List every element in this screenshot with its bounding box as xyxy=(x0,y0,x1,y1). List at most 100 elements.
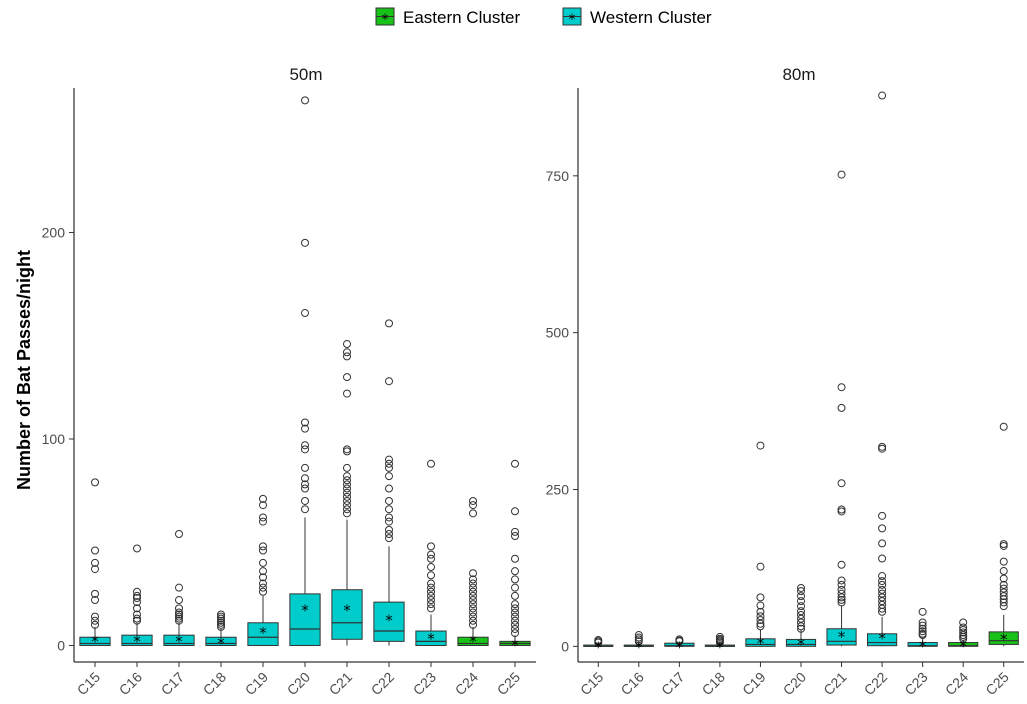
outlier-point xyxy=(91,612,99,621)
outlier-point xyxy=(756,441,765,450)
outlier-point xyxy=(91,558,99,567)
x-tick-label: C20 xyxy=(780,669,810,699)
outlier-point xyxy=(878,91,887,100)
outlier-point xyxy=(756,619,765,628)
outlier-point xyxy=(837,585,846,594)
box-body xyxy=(205,636,237,646)
outlier-point xyxy=(756,615,765,624)
outlier-point xyxy=(427,579,435,588)
x-tick-label: C18 xyxy=(699,669,729,699)
outlier-point xyxy=(343,348,351,357)
outlier-point xyxy=(427,563,435,572)
outlier-point xyxy=(175,616,183,625)
outlier-point xyxy=(511,459,519,468)
x-tick-label: C23 xyxy=(410,669,440,699)
panel-title-80m: 80m xyxy=(782,65,815,84)
outlier-point xyxy=(301,424,309,433)
legend-label-eastern: Eastern Cluster xyxy=(403,8,520,27)
outlier-point xyxy=(634,637,643,646)
outlier-point xyxy=(999,580,1008,589)
legend-label-western: Western Cluster xyxy=(590,8,712,27)
outlier-point xyxy=(511,507,519,516)
outlier-point xyxy=(999,602,1008,611)
box-C19: * xyxy=(247,494,279,646)
outlier-point xyxy=(878,585,887,594)
outlier-point xyxy=(511,629,519,638)
outlier-point xyxy=(999,557,1008,566)
outlier-point xyxy=(594,638,603,647)
outlier-point xyxy=(918,618,927,627)
mean-marker: * xyxy=(919,637,927,655)
legend-key-eastern-star: * xyxy=(382,12,389,28)
outlier-point xyxy=(878,589,887,598)
outlier-point xyxy=(797,624,805,633)
outlier-point xyxy=(469,612,477,621)
outlier-point xyxy=(878,511,887,520)
outlier-point xyxy=(427,600,435,609)
outlier-point xyxy=(878,607,887,616)
box-C25: * xyxy=(988,422,1019,649)
outlier-point xyxy=(175,610,183,619)
outlier-point xyxy=(511,554,519,563)
outlier-point xyxy=(175,608,183,617)
outlier-point xyxy=(301,484,309,493)
outlier-point xyxy=(469,496,477,505)
outlier-point xyxy=(837,589,846,598)
box-body xyxy=(247,622,279,646)
outlier-point xyxy=(999,567,1008,576)
x-tick-label: C15 xyxy=(577,669,607,699)
box-C17: * xyxy=(664,635,695,657)
outlier-point xyxy=(385,525,393,534)
outlier-point xyxy=(999,598,1008,607)
outlier-point xyxy=(343,484,351,493)
outlier-point xyxy=(259,494,267,503)
outlier-point xyxy=(217,612,225,621)
box-C25: * xyxy=(499,459,531,654)
legend-key-western-star: * xyxy=(569,12,576,28)
outlier-point xyxy=(301,418,309,427)
panel-80m: 0 250 500 750 C15 C16 C17 C18 C19 C20 C21 C22 C23 C24… xyxy=(546,88,1024,698)
outlier-point xyxy=(756,562,765,571)
outlier-point xyxy=(217,614,225,623)
x-tick-label: C25 xyxy=(982,669,1012,699)
box-body xyxy=(121,634,153,646)
outlier-point xyxy=(385,505,393,514)
outlier-point xyxy=(343,463,351,472)
outlier-point xyxy=(918,621,927,630)
box-body xyxy=(331,589,363,640)
outlier-point xyxy=(959,618,968,627)
mean-marker: * xyxy=(757,634,765,652)
outlier-point xyxy=(999,541,1008,550)
outlier-point xyxy=(469,596,477,605)
outlier-point xyxy=(133,593,141,602)
outlier-point xyxy=(133,610,141,619)
mean-marker: * xyxy=(878,629,886,647)
outlier-point xyxy=(837,403,846,412)
box-C21: * xyxy=(826,170,857,647)
outlier-point xyxy=(797,602,805,611)
outlier-point xyxy=(756,601,765,610)
mean-marker: * xyxy=(676,639,684,657)
outlier-point xyxy=(511,624,519,633)
outlier-point xyxy=(959,623,968,632)
outlier-point xyxy=(797,618,805,627)
outlier-point xyxy=(918,631,927,640)
outlier-point xyxy=(385,319,393,328)
outlier-point xyxy=(918,627,927,636)
outlier-point xyxy=(837,479,846,488)
outlier-point xyxy=(385,455,393,464)
x-tick-label: C16 xyxy=(116,669,146,699)
outlier-point xyxy=(878,597,887,606)
outlier-point xyxy=(634,631,643,640)
outlier-point xyxy=(837,580,846,589)
outlier-point xyxy=(217,620,225,629)
outlier-point xyxy=(301,480,309,489)
outlier-point xyxy=(343,352,351,361)
box-C22: * xyxy=(866,91,898,647)
outlier-point xyxy=(385,463,393,472)
y-tick-label: 250 xyxy=(546,481,570,497)
mean-marker: * xyxy=(427,630,435,648)
outlier-point xyxy=(469,608,477,617)
legend-item-eastern: * Eastern Cluster xyxy=(375,7,520,28)
outlier-point xyxy=(878,539,887,548)
